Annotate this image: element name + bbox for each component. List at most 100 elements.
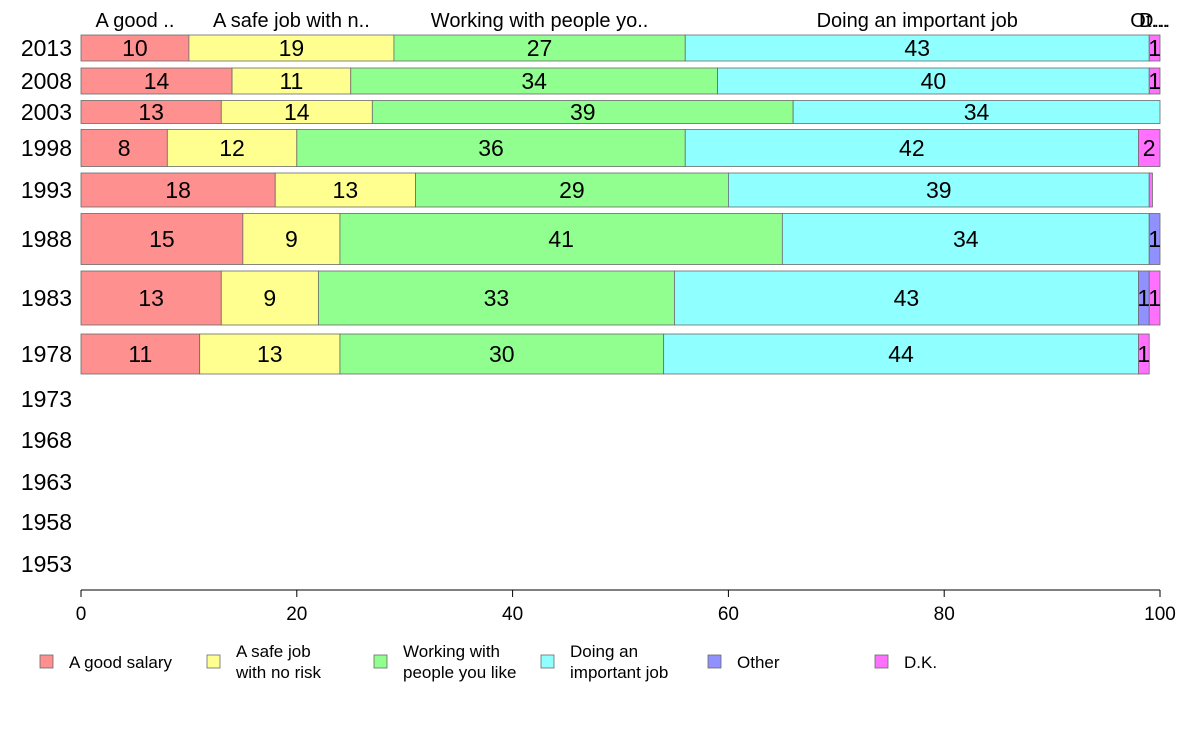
- data-label: 41: [548, 226, 574, 252]
- data-label: 12: [219, 135, 245, 161]
- data-label: 18: [165, 177, 191, 203]
- data-label: 39: [926, 177, 952, 203]
- data-label: 11: [279, 68, 303, 94]
- year-label: 1973: [21, 386, 72, 412]
- data-label: 1: [1137, 285, 1150, 311]
- bar-segment: [317, 270, 675, 326]
- year-label: 2003: [21, 99, 72, 125]
- bar-segment: [80, 129, 168, 167]
- legend-label-line: Doing an: [570, 642, 638, 661]
- top-label: Ot...: [1130, 10, 1168, 32]
- legend-label-line: important job: [570, 663, 668, 682]
- bar-segment: [792, 100, 1161, 124]
- top-label: A safe job with n..: [213, 10, 370, 32]
- bar-segment: [350, 67, 719, 95]
- bar-segment: [296, 129, 686, 167]
- bar-segment: [166, 129, 298, 167]
- data-label: 1: [1148, 285, 1161, 311]
- legend-label: Working with people you like: [403, 642, 516, 682]
- year-axis-labels: 2013 2008 2003 1998 1993 1988 1983 1978 1973 1968…: [21, 35, 72, 577]
- data-label: 29: [559, 177, 585, 203]
- bar-segment: [188, 34, 395, 62]
- year-label: 2013: [21, 35, 72, 61]
- data-label: 30: [489, 341, 515, 367]
- legend-swatch: [39, 654, 54, 669]
- data-label: 15: [149, 226, 175, 252]
- data-label: 14: [144, 68, 170, 94]
- bar-segment: [1148, 172, 1153, 208]
- data-label: 43: [894, 285, 920, 311]
- bar-segment: [674, 270, 1139, 326]
- data-label: 39: [570, 99, 596, 125]
- year-label: 1968: [21, 427, 72, 453]
- data-label: 1: [1137, 341, 1150, 367]
- data-label: 34: [521, 68, 547, 94]
- legend-label-line: with no risk: [235, 663, 322, 682]
- data-label: 13: [138, 285, 164, 311]
- x-tick-label: 40: [502, 604, 523, 625]
- x-tick-label: 80: [934, 604, 955, 625]
- bar-segments: 10 19 27 43 114 11 34 40 113 14 39 348 12 36 42 218 13 29…: [80, 34, 1161, 375]
- data-label: 9: [263, 285, 276, 311]
- legend: A good salary A safe job with no risk Worki…: [39, 642, 937, 682]
- data-label: 13: [138, 99, 164, 125]
- bar-segment: [80, 333, 201, 375]
- year-label: 2008: [21, 68, 72, 94]
- year-label: 1978: [21, 341, 72, 367]
- legend-label: Other: [737, 653, 780, 672]
- x-tick-label: 20: [286, 604, 307, 625]
- data-label: 13: [333, 177, 359, 203]
- year-label: 1998: [21, 135, 72, 161]
- data-label: 34: [964, 99, 990, 125]
- bar-segment: [1148, 213, 1161, 265]
- data-label: 36: [478, 135, 504, 161]
- year-label: 1993: [21, 177, 72, 203]
- data-label: 44: [888, 341, 914, 367]
- year-label: 1988: [21, 226, 72, 252]
- data-label: 40: [921, 68, 947, 94]
- bar-segment: [1138, 129, 1161, 167]
- bar-segment: [339, 213, 783, 265]
- legend-label: A safe job with no risk: [235, 642, 322, 682]
- top-category-labels: A good .. A safe job with n.. Working with…: [95, 10, 1170, 32]
- bar-segment: [80, 67, 233, 95]
- bar-segment: [1148, 270, 1161, 326]
- legend-label: Doing an important job: [570, 642, 668, 682]
- bar-segment: [717, 67, 1150, 95]
- bar-segment: [80, 172, 276, 208]
- year-label: 1958: [21, 509, 72, 535]
- data-label: 1: [1148, 68, 1161, 94]
- x-axis: 0 20 40 60 80 100: [76, 589, 1176, 625]
- year-label: 1983: [21, 285, 72, 311]
- x-tick-label: 0: [76, 604, 87, 625]
- bar-segment: [274, 172, 416, 208]
- legend-label: A good salary: [69, 653, 173, 672]
- data-label: 8: [118, 135, 131, 161]
- legend-swatch: [707, 654, 722, 669]
- top-label: Working with people yo..: [431, 10, 649, 32]
- legend-swatch: [373, 654, 388, 669]
- top-label: Doing an important job: [817, 10, 1018, 32]
- data-label: 34: [953, 226, 979, 252]
- bar-segment: [728, 172, 1150, 208]
- legend-label: D.K.: [904, 653, 937, 672]
- data-label: 33: [484, 285, 510, 311]
- legend-swatch: [206, 654, 221, 669]
- x-tick-label: 100: [1144, 604, 1176, 625]
- legend-label-line: A safe job: [236, 642, 311, 661]
- bar-segment: [1148, 67, 1161, 95]
- x-tick-label: 60: [718, 604, 739, 625]
- bar-segment: [1138, 333, 1150, 375]
- legend-swatch: [874, 654, 889, 669]
- data-label: 1: [1148, 35, 1161, 61]
- bar-segment: [231, 67, 352, 95]
- data-label: 27: [527, 35, 553, 61]
- data-label: 2: [1143, 135, 1156, 161]
- bar-segment: [1148, 34, 1161, 62]
- data-label: 13: [257, 341, 283, 367]
- bar-segment: [220, 270, 319, 326]
- data-label: 9: [285, 226, 298, 252]
- data-label: 1: [1148, 226, 1161, 252]
- legend-label-line: people you like: [403, 663, 516, 682]
